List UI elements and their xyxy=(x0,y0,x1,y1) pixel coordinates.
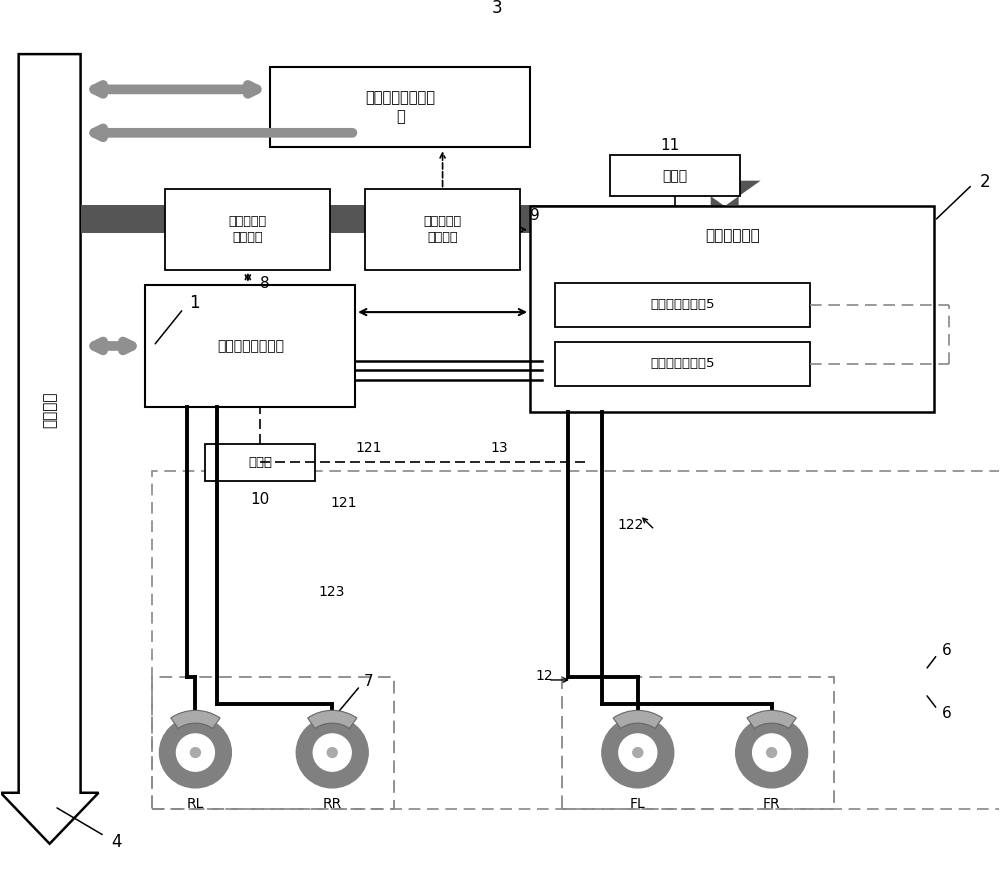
Text: 1: 1 xyxy=(189,294,200,312)
Text: 6: 6 xyxy=(941,706,951,720)
Bar xyxy=(205,443,315,481)
Bar xyxy=(145,285,355,408)
Bar xyxy=(555,282,810,327)
Bar xyxy=(152,471,1000,809)
Text: 9: 9 xyxy=(530,209,540,223)
Bar xyxy=(152,677,394,809)
Wedge shape xyxy=(171,710,220,728)
Circle shape xyxy=(753,734,791,771)
Text: 集成式电子助力器: 集成式电子助力器 xyxy=(217,339,284,353)
Wedge shape xyxy=(308,710,357,728)
Circle shape xyxy=(767,747,777,758)
Text: 电子驻车控制器5: 电子驻车控制器5 xyxy=(650,357,714,370)
Text: 汽车总线: 汽车总线 xyxy=(42,391,57,428)
Text: 123: 123 xyxy=(318,585,345,599)
Circle shape xyxy=(736,717,808,788)
Text: 122: 122 xyxy=(618,518,644,532)
Text: 3: 3 xyxy=(491,0,502,17)
Text: 从数据采集
传感器组: 从数据采集 传感器组 xyxy=(424,216,462,244)
Circle shape xyxy=(296,717,368,788)
Bar xyxy=(81,205,725,233)
Polygon shape xyxy=(689,181,761,206)
Bar xyxy=(365,189,520,270)
Text: 7: 7 xyxy=(364,674,374,689)
Text: 主数据采集
传感器组: 主数据采集 传感器组 xyxy=(229,216,267,244)
Circle shape xyxy=(159,717,231,788)
Text: 制动备份单元: 制动备份单元 xyxy=(705,228,760,243)
Circle shape xyxy=(633,747,643,758)
Text: 8: 8 xyxy=(260,276,269,291)
Circle shape xyxy=(602,717,674,788)
Bar xyxy=(165,189,330,270)
Text: 2: 2 xyxy=(979,173,990,190)
Polygon shape xyxy=(1,54,99,844)
Wedge shape xyxy=(747,710,796,728)
Circle shape xyxy=(190,747,200,758)
Text: 4: 4 xyxy=(112,833,122,851)
Text: 从电源: 从电源 xyxy=(662,169,687,182)
Text: 电子驻车控制器5: 电子驻车控制器5 xyxy=(650,298,714,311)
Circle shape xyxy=(176,734,214,771)
Text: 10: 10 xyxy=(251,492,270,507)
Text: FR: FR xyxy=(763,797,780,811)
Text: 12: 12 xyxy=(535,669,553,683)
Circle shape xyxy=(313,734,351,771)
Bar xyxy=(610,156,740,196)
Bar xyxy=(562,677,834,809)
Text: 121: 121 xyxy=(330,496,357,510)
Text: FL: FL xyxy=(630,797,646,811)
Text: 13: 13 xyxy=(490,441,508,455)
Wedge shape xyxy=(613,710,662,728)
Bar xyxy=(270,67,530,148)
Text: 6: 6 xyxy=(941,643,951,658)
Text: 11: 11 xyxy=(660,138,679,153)
Circle shape xyxy=(327,747,337,758)
Text: 主电源: 主电源 xyxy=(248,455,272,468)
Bar xyxy=(555,342,810,386)
Circle shape xyxy=(619,734,657,771)
Text: RL: RL xyxy=(187,797,204,811)
Text: 121: 121 xyxy=(355,441,382,455)
Text: RR: RR xyxy=(323,797,342,811)
Bar xyxy=(530,206,934,412)
Text: 自动驾驶辅助子系
统: 自动驾驶辅助子系 统 xyxy=(365,90,435,124)
